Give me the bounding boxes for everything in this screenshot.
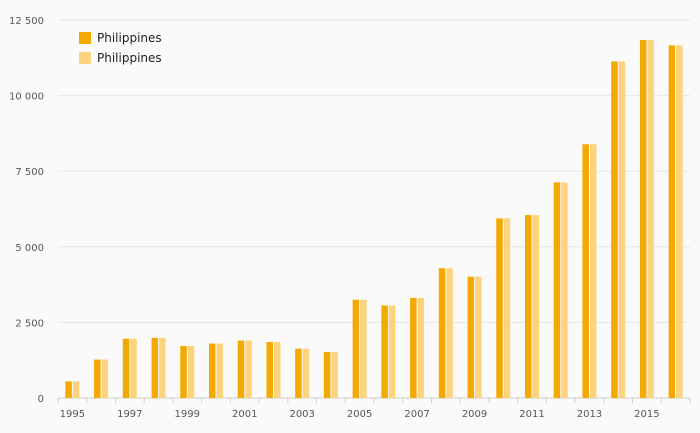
bar-2008-series-2: [446, 268, 453, 398]
x-tick-label: 2009: [462, 409, 487, 420]
bar-2001-series-2: [245, 340, 252, 398]
bar-1998-series-1: [151, 337, 159, 398]
bar-1999-series-2: [187, 345, 195, 398]
bar-2013-series-2: [589, 144, 597, 398]
bar-1996-series-1: [94, 359, 101, 398]
bar-2014-series-2: [618, 61, 626, 398]
x-tick-label: 1995: [60, 409, 85, 420]
legend: Philippines Philippines: [79, 28, 162, 68]
legend-item-series-2[interactable]: Philippines: [79, 48, 162, 68]
bar-2010-series-1: [496, 218, 503, 398]
bar-2005-series-1: [352, 299, 360, 398]
bar-2012-series-2: [561, 182, 568, 398]
x-tick-label: 2011: [519, 409, 544, 420]
x-tick-label: 2001: [232, 409, 257, 420]
x-tick-label: 2007: [404, 409, 429, 420]
bar-2000-series-1: [209, 343, 216, 398]
bar-2005-series-2: [360, 299, 367, 398]
bar-2009-series-1: [467, 276, 475, 398]
bar-2011-series-1: [525, 215, 532, 398]
x-tick-label: 2015: [634, 409, 659, 420]
bar-1998-series-2: [159, 337, 166, 398]
bar-2004-series-2: [331, 352, 338, 398]
bar-1995-series-2: [72, 381, 80, 398]
bar-2010-series-2: [503, 218, 511, 398]
bar-2006-series-1: [381, 305, 388, 398]
y-tick-label: 10 000: [9, 92, 44, 103]
bar-2011-series-2: [532, 215, 539, 398]
bar-1997-series-1: [122, 338, 130, 398]
bar-1999-series-1: [180, 345, 187, 398]
bar-2014-series-1: [611, 61, 618, 398]
bar-2007-series-2: [417, 297, 425, 398]
y-tick-label: 5 000: [15, 243, 44, 254]
bar-1997-series-2: [130, 338, 137, 398]
legend-swatch-2: [79, 52, 91, 64]
bar-2008-series-1: [438, 268, 446, 398]
bar-2015-series-2: [647, 39, 654, 398]
bar-2009-series-2: [475, 276, 482, 398]
bar-2013-series-1: [582, 144, 589, 398]
bar-2015-series-1: [639, 39, 647, 398]
bar-2006-series-2: [388, 305, 396, 398]
x-tick-label: 2003: [289, 409, 314, 420]
bar-2002-series-2: [273, 342, 281, 398]
x-tick-label: 1997: [117, 409, 142, 420]
y-tick-label: 7 500: [15, 167, 44, 178]
bar-2001-series-1: [237, 340, 245, 398]
legend-swatch-1: [79, 32, 91, 44]
bar-2016-series-2: [676, 45, 683, 398]
x-tick-label: 2005: [347, 409, 372, 420]
bar-2007-series-1: [410, 297, 417, 398]
y-tick-label: 0: [38, 394, 44, 405]
legend-item-series-1[interactable]: Philippines: [79, 28, 162, 48]
y-tick-label: 12 500: [9, 16, 44, 27]
x-tick-label: 1999: [175, 409, 200, 420]
legend-label-2: Philippines: [97, 51, 162, 65]
legend-label-1: Philippines: [97, 31, 162, 45]
bar-2002-series-1: [266, 342, 273, 398]
bar-2012-series-1: [553, 182, 561, 398]
bar-1995-series-1: [65, 381, 72, 398]
bar-2003-series-1: [295, 348, 302, 398]
bar-2003-series-2: [302, 348, 310, 398]
bar-2000-series-2: [216, 343, 223, 398]
bar-2016-series-1: [668, 45, 676, 398]
bar-1996-series-2: [101, 359, 109, 398]
y-tick-label: 2 500: [15, 318, 44, 329]
x-tick-label: 2013: [577, 409, 602, 420]
bar-2004-series-1: [323, 352, 331, 398]
